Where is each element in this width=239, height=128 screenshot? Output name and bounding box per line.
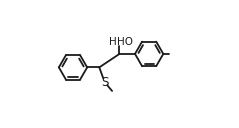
Text: HO: HO [117, 38, 133, 47]
Text: H: H [109, 38, 117, 47]
Text: S: S [101, 76, 108, 89]
